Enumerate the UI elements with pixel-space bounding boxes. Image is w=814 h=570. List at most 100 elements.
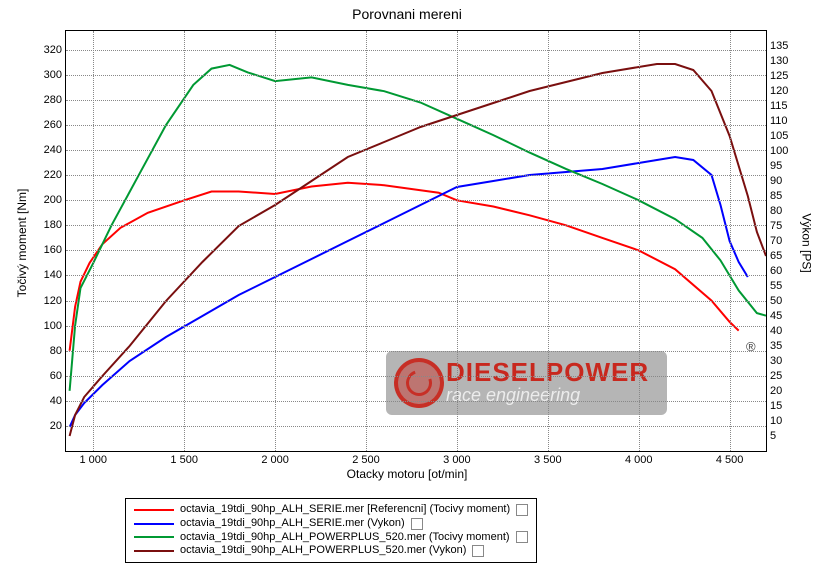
y-tick-label-right: 75: [766, 220, 782, 232]
y-tick-label-right: 15: [766, 400, 782, 412]
grid-line-vertical: [639, 31, 640, 451]
y-tick-label-right: 65: [766, 250, 782, 262]
legend-checkbox[interactable]: [472, 545, 484, 557]
grid-line-horizontal: [66, 376, 766, 377]
legend-swatch: [134, 536, 174, 538]
x-tick-label: 2 500: [352, 451, 380, 466]
grid-line-horizontal: [66, 351, 766, 352]
y-tick-label-right: 125: [766, 70, 788, 82]
y-tick-label-left: 60: [50, 370, 66, 382]
y-tick-label-right: 115: [766, 100, 788, 112]
legend-swatch: [134, 509, 174, 511]
y-tick-label-left: 260: [44, 119, 66, 131]
y-tick-label-right: 10: [766, 415, 782, 427]
x-tick-label: 1 500: [170, 451, 198, 466]
legend-checkbox[interactable]: [516, 531, 528, 543]
y-tick-label-left: 120: [44, 295, 66, 307]
y-tick-label-right: 55: [766, 280, 782, 292]
legend-row: octavia_19tdi_90hp_ALH_POWERPLUS_520.mer…: [134, 544, 528, 558]
y-tick-label-left: 140: [44, 269, 66, 281]
grid-line-horizontal: [66, 175, 766, 176]
y-tick-label-left: 220: [44, 169, 66, 181]
grid-line-horizontal: [66, 250, 766, 251]
y-tick-label-right: 85: [766, 190, 782, 202]
grid-line-horizontal: [66, 100, 766, 101]
grid-line-vertical: [93, 31, 94, 451]
legend-label: octavia_19tdi_90hp_ALH_POWERPLUS_520.mer…: [180, 544, 466, 558]
y-tick-label-right: 70: [766, 235, 782, 247]
registered-mark: ®: [746, 339, 756, 354]
y-tick-label-left: 160: [44, 244, 66, 256]
legend-row: octavia_19tdi_90hp_ALH_SERIE.mer (Vykon): [134, 517, 528, 531]
grid-line-vertical: [275, 31, 276, 451]
grid-line-horizontal: [66, 275, 766, 276]
grid-line-horizontal: [66, 125, 766, 126]
grid-line-vertical: [366, 31, 367, 451]
legend-label: octavia_19tdi_90hp_ALH_SERIE.mer [Refere…: [180, 503, 510, 517]
y-tick-label-right: 120: [766, 85, 788, 97]
y-tick-label-left: 40: [50, 395, 66, 407]
x-tick-label: 1 000: [80, 451, 108, 466]
grid-line-horizontal: [66, 301, 766, 302]
y-tick-label-left: 280: [44, 94, 66, 106]
chart-container: Porovnani mereni Točivý moment [Nm] Výko…: [0, 0, 814, 485]
grid-line-horizontal: [66, 200, 766, 201]
legend: octavia_19tdi_90hp_ALH_SERIE.mer [Refere…: [125, 498, 537, 563]
watermark: DIESELPOWER race engineering: [386, 351, 667, 415]
grid-line-vertical: [184, 31, 185, 451]
y-tick-label-right: 95: [766, 160, 782, 172]
x-tick-label: 3 000: [443, 451, 471, 466]
legend-label: octavia_19tdi_90hp_ALH_SERIE.mer (Vykon): [180, 517, 405, 531]
grid-line-horizontal: [66, 50, 766, 51]
y-tick-label-left: 180: [44, 219, 66, 231]
y-tick-label-left: 200: [44, 194, 66, 206]
grid-line-horizontal: [66, 401, 766, 402]
y-tick-label-right: 20: [766, 385, 782, 397]
legend-swatch: [134, 523, 174, 525]
y-tick-label-right: 30: [766, 355, 782, 367]
y-tick-label-right: 50: [766, 295, 782, 307]
y-tick-label-right: 40: [766, 325, 782, 337]
y-tick-label-left: 320: [44, 44, 66, 56]
grid-line-vertical: [730, 31, 731, 451]
plot-area: DIESELPOWER race engineering ® 1 0001 50…: [65, 30, 767, 452]
legend-row: octavia_19tdi_90hp_ALH_POWERPLUS_520.mer…: [134, 531, 528, 545]
grid-line-vertical: [548, 31, 549, 451]
y-tick-label-right: 135: [766, 40, 788, 52]
grid-line-horizontal: [66, 326, 766, 327]
y-tick-label-left: 100: [44, 320, 66, 332]
legend-swatch: [134, 550, 174, 552]
y-tick-label-right: 35: [766, 340, 782, 352]
y-tick-label-right: 90: [766, 175, 782, 187]
y-tick-label-right: 110: [766, 115, 788, 127]
y-axis-label-right: Výkon [PS]: [799, 213, 813, 272]
y-tick-label-right: 130: [766, 55, 788, 67]
chart-title: Porovnani mereni: [0, 6, 814, 22]
x-tick-label: 3 500: [534, 451, 562, 466]
series-powerplus_torque: [70, 65, 766, 391]
grid-line-horizontal: [66, 75, 766, 76]
y-tick-label-right: 45: [766, 310, 782, 322]
x-tick-label: 4 500: [716, 451, 744, 466]
legend-label: octavia_19tdi_90hp_ALH_POWERPLUS_520.mer…: [180, 531, 510, 545]
x-axis-label: Otacky motoru [ot/min]: [347, 467, 468, 481]
y-tick-label-right: 80: [766, 205, 782, 217]
grid-line-horizontal: [66, 225, 766, 226]
x-tick-label: 4 000: [625, 451, 653, 466]
y-tick-label-right: 100: [766, 145, 788, 157]
y-tick-label-right: 5: [766, 430, 776, 442]
y-tick-label-left: 300: [44, 69, 66, 81]
y-tick-label-left: 20: [50, 420, 66, 432]
y-tick-label-right: 25: [766, 370, 782, 382]
y-tick-label-right: 105: [766, 130, 788, 142]
legend-checkbox[interactable]: [411, 518, 423, 530]
legend-checkbox[interactable]: [516, 504, 528, 516]
y-tick-label-right: 60: [766, 265, 782, 277]
y-tick-label-left: 240: [44, 144, 66, 156]
grid-line-vertical: [457, 31, 458, 451]
x-tick-label: 2 000: [261, 451, 289, 466]
legend-row: octavia_19tdi_90hp_ALH_SERIE.mer [Refere…: [134, 503, 528, 517]
grid-line-horizontal: [66, 150, 766, 151]
y-tick-label-left: 80: [50, 345, 66, 357]
grid-line-horizontal: [66, 426, 766, 427]
